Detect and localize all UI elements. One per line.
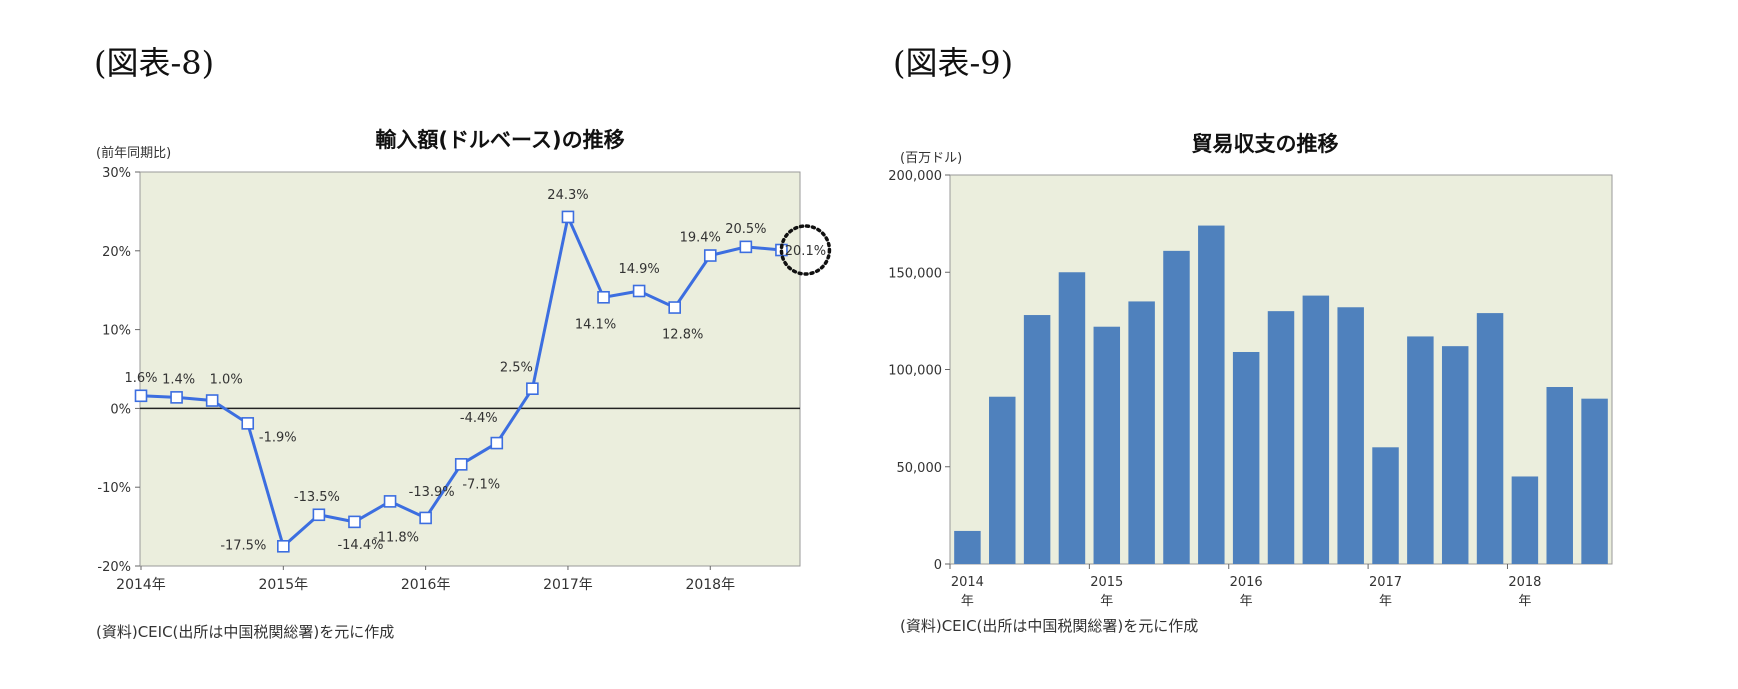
chart2-bar [1511,476,1539,564]
chart2-x-tick-suffix: 年 [1518,594,1531,609]
chart1-x-tick-label: 2017年 [543,577,593,593]
chart1-data-point [561,210,575,224]
chart1-y-tick-label: 0% [110,402,131,417]
figure-9-label: (図表-9) [893,44,1014,82]
chart2-bar [1198,225,1225,564]
chart2-bar [1128,301,1155,564]
chart1-data-label: -11.8% [373,530,419,545]
chart1-data-point [205,394,219,407]
chart1-title: 輸入額(ドルベース)の推移 [375,128,625,152]
chart1-data-point [348,515,361,529]
chart2-unit-label: (百万ドル) [900,151,963,166]
chart1-data-point [632,284,646,298]
chart1-data-label: -7.1% [462,477,500,492]
chart1-data-point [526,382,539,396]
chart1-data-label: 24.3% [547,188,588,203]
chart1-data-label: -14.4% [337,538,383,553]
chart1-data-point [170,391,183,404]
chart1-data-label: -1.9% [259,430,297,445]
chart2-bar [1058,272,1086,564]
chart1-data-point [277,539,290,553]
chart1-data-label: 12.8% [662,328,703,343]
chart2-bar [1441,346,1469,564]
chart1-data-point [383,495,397,508]
chart1-plot-area [139,171,801,567]
chart1-data-point [134,389,148,403]
chart2-y-tick-label: 200,000 [888,169,942,184]
chart1-data-label: 1.0% [210,373,243,388]
chart1-x-tick-label: 2018年 [685,577,735,593]
chart1-data-point [312,508,326,522]
chart2-source-note: (資料)CEIC(出所は中国税関総署)を元に作成 [900,617,1199,635]
chart1-data-label: 14.1% [575,317,616,332]
chart2-bar [1023,315,1051,564]
chart1-data-point [419,511,432,525]
chart2-bar [1337,307,1364,564]
chart2-bar [1476,313,1504,564]
chart2-bar [1093,326,1121,564]
chart2-x-tick-label: 2014 [951,575,984,590]
chart1-y-tick-label: 10% [102,324,131,339]
chart2-bar [1163,250,1190,565]
chart1-data-point [703,249,717,262]
chart2-bar [1302,295,1330,564]
chart2-bar [1372,447,1399,564]
chart1-data-label: 14.9% [618,262,659,277]
chart1-data-point [454,458,468,471]
chart1-data-point [241,417,255,430]
chart1-data-label: 1.4% [162,372,195,387]
chart2-bar [954,530,981,564]
chart2-x-tick-suffix: 年 [1100,594,1113,609]
figure-8-label: (図表-8) [94,44,215,82]
chart1-x-tick-label: 2014年 [116,577,166,593]
chart1-y-tick-label: -20% [97,560,131,575]
chart1-y-tick-label: 30% [102,166,131,181]
chart2-y-tick-label: 50,000 [897,461,943,476]
chart2-y-tick-label: 0 [934,558,942,573]
chart2-bar [1581,398,1608,564]
chart2-x-tick-label: 2015 [1090,575,1123,590]
chart2-bar [1407,336,1434,564]
chart2-bar [1546,387,1573,564]
chart1-data-label: 1.6% [124,371,157,386]
chart1-data-label: -13.5% [294,490,340,505]
chart1-data-label: -17.5% [220,538,266,553]
chart2-bar [989,396,1016,564]
chart2-x-tick-suffix: 年 [961,594,974,609]
chart1-data-label: -4.4% [460,411,498,426]
chart1-y-tick-label: 20% [102,245,131,260]
chart1-highlight-circle [779,224,832,276]
chart1-data-point [668,301,681,314]
chart2-x-tick-label: 2018 [1508,575,1541,590]
chart2-bar [1232,351,1260,564]
chart1-data-label: -13.9% [409,485,455,500]
chart1-source-note: (資料)CEIC(出所は中国税関総署)を元に作成 [96,623,395,641]
chart1-data-label: 20.1% [785,244,826,259]
chart2-x-tick-suffix: 年 [1379,594,1392,609]
chart2-x-tick-label: 2016 [1230,575,1263,590]
chart1-x-tick-label: 2015年 [258,577,308,593]
chart1-data-point [490,436,504,450]
chart2-x-tick-suffix: 年 [1240,594,1253,609]
chart2-title: 貿易収支の推移 [1191,132,1339,156]
chart2-y-tick-label: 100,000 [888,364,942,379]
chart1-data-label: 20.5% [725,222,766,237]
chart2-y-tick-label: 150,000 [888,266,942,281]
chart1-data-point [739,240,753,254]
chart2-x-tick-label: 2017 [1369,575,1402,590]
chart2-bar [1267,311,1295,564]
chart1-x-tick-label: 2016年 [401,577,451,593]
chart1-unit-label: (前年同期比) [96,146,172,161]
chart1-data-point [597,290,610,304]
chart1-y-tick-label: -10% [97,481,131,496]
chart1-data-label: 19.4% [680,231,721,246]
chart1-data-label: 2.5% [500,361,533,376]
